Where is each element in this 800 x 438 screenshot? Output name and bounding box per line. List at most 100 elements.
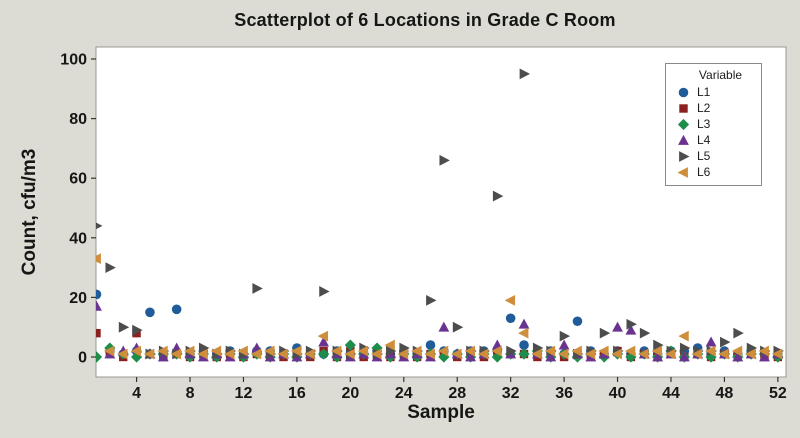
legend-item-L6: L6 [666,164,761,180]
point-L5 [105,262,116,273]
point-L5 [452,321,464,333]
point-L6 [624,345,636,357]
point-L6 [464,345,475,357]
legend-item-label: L6 [697,164,711,179]
point-L3 [96,351,103,363]
legend-item-L5: L5 [666,148,761,164]
legend-item-label: L4 [697,132,711,147]
point-L6 [758,345,769,357]
point-L6 [357,345,369,357]
y-tick-label: 20 [69,290,87,307]
point-L6 [504,294,516,306]
point-L6 [571,345,582,357]
diamond-marker-icon [677,118,690,131]
point-L5 [532,342,544,354]
point-L5 [118,321,130,333]
square-marker-icon [677,102,690,115]
point-L5 [746,342,758,354]
point-L6 [611,348,622,360]
point-L6 [477,348,489,360]
point-L6 [103,345,115,357]
point-L5 [653,339,664,351]
point-L6 [143,348,155,360]
point-L5 [132,324,143,336]
point-L6 [184,345,195,357]
point-L6 [771,348,783,360]
y-tick-label: 0 [78,350,87,367]
point-L4 [678,351,690,362]
data-points [96,68,784,363]
point-L5 [252,283,263,294]
point-L4 [518,318,530,329]
point-L4 [96,300,102,311]
legend-item-L4: L4 [666,132,761,148]
point-L6 [558,348,569,360]
point-L6 [638,348,649,360]
point-L5 [639,327,651,339]
triangle-up-marker-icon [677,134,690,147]
point-L6 [157,345,168,357]
point-L5 [720,336,731,348]
point-L3 [318,348,330,360]
legend-title: Variable [698,68,743,82]
point-L6 [718,348,729,360]
point-L1 [171,304,182,315]
point-L5 [506,345,517,357]
point-L4 [705,336,717,347]
point-L6 [277,348,288,360]
point-L6 [96,253,101,265]
point-L5 [519,68,531,80]
point-L6 [411,345,422,357]
point-L4 [318,336,330,347]
point-L6 [705,345,716,357]
point-L1 [425,340,436,350]
point-L4 [157,351,169,362]
point-L5 [492,190,504,202]
point-L5 [439,154,450,166]
x-tick-label: 8 [186,385,195,402]
point-L6 [691,348,703,360]
point-L5 [426,294,437,306]
point-L6 [330,345,342,357]
circle-marker-icon [677,86,690,99]
point-L5 [559,330,571,342]
point-L5 [599,327,611,339]
point-L5 [96,222,103,230]
point-L6 [317,330,329,342]
point-L6 [664,348,676,360]
point-L4 [612,321,623,332]
point-L6 [130,345,141,357]
point-L6 [731,345,743,357]
legend-item-label: L2 [697,100,711,115]
point-L4 [652,351,664,362]
point-L6 [224,348,235,360]
point-L5 [198,342,210,354]
x-tick-label: 44 [662,385,680,402]
x-tick-label: 36 [555,385,573,402]
point-L1 [96,289,102,300]
point-L3 [518,348,530,360]
point-L6 [344,348,355,360]
point-L6 [437,345,449,357]
legend-item-label: L5 [697,148,711,163]
x-tick-label: 52 [769,385,787,402]
point-L5 [626,318,637,330]
point-L4 [759,351,770,362]
x-tick-label: 20 [341,385,359,402]
y-tick-label: 40 [69,230,87,247]
point-L6 [397,348,409,360]
y-axis-label: Count, cfu/m3 [19,148,40,276]
point-L6 [290,345,302,357]
point-L6 [384,339,395,351]
point-L5 [679,342,691,354]
point-L4 [465,351,476,362]
point-L6 [264,345,275,357]
point-L6 [491,345,502,357]
point-L6 [304,348,315,360]
point-L6 [584,348,596,360]
point-L6 [598,345,609,357]
point-L6 [451,348,462,360]
point-L6 [544,345,556,357]
legend-item-label: L3 [697,116,711,131]
